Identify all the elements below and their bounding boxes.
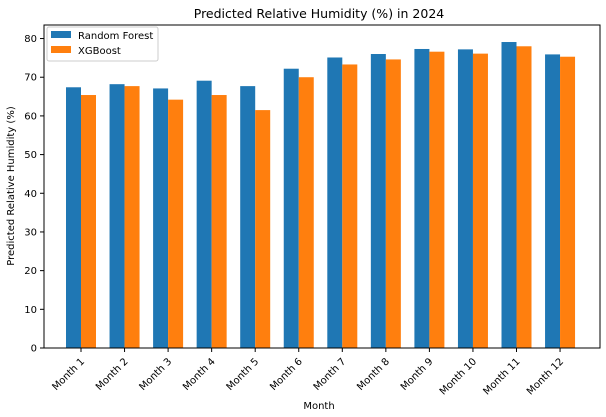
bar-xgboost-month-5 [255, 110, 271, 348]
bar-xgboost-month-2 [124, 86, 140, 349]
bar-xgboost-month-1 [81, 95, 96, 349]
x-tick-label-month-3: Month 3 [138, 356, 175, 393]
plot-frame [43, 24, 601, 349]
y-tick-label: 60 [24, 111, 37, 122]
bar-xgboost-month-7 [342, 64, 358, 349]
y-tick-label: 70 [24, 73, 37, 84]
bar-xgboost-month-8 [385, 59, 401, 349]
chart-title: Predicted Relative Humidity (%) in 2024 [194, 6, 445, 21]
legend-swatch-random-forest [51, 31, 71, 38]
x-tick-label-month-12: Month 12 [525, 356, 566, 397]
bar-xgboost-month-9 [429, 51, 445, 348]
y-tick-label: 80 [24, 34, 37, 45]
bar-random-forest-month-2 [109, 84, 125, 349]
x-tick-label-month-4: Month 4 [181, 356, 218, 393]
x-tick-label-month-7: Month 7 [312, 356, 349, 393]
y-tick-label: 40 [24, 189, 37, 200]
x-tick-label-month-10: Month 10 [438, 356, 479, 397]
x-axis: Month 1 Month 2 Month 3 Month 4 Month 5 Month… [50, 348, 566, 398]
bar-random-forest-month-8 [370, 54, 386, 348]
y-tick-label: 0 [31, 344, 37, 355]
legend-swatch-xgboost [51, 46, 71, 53]
bars [66, 42, 576, 349]
bar-random-forest-month-4 [196, 80, 212, 348]
bar-xgboost-month-10 [472, 53, 488, 348]
bar-xgboost-month-3 [168, 99, 184, 348]
bar-random-forest-month-3 [153, 88, 169, 348]
x-tick-label-month-9: Month 9 [399, 356, 436, 393]
bar-xgboost-month-12 [560, 56, 576, 348]
bar-random-forest-month-7 [327, 57, 343, 349]
bar-random-forest-month-9 [414, 48, 430, 348]
x-tick-label-month-11: Month 11 [481, 356, 522, 397]
x-tick-label-month-1: Month 1 [50, 356, 87, 393]
x-axis-label: Month [303, 401, 334, 412]
legend-label-xgboost: XGBoost [78, 46, 121, 57]
y-axis-label: Predicted Relative Humidity (%) [6, 106, 17, 266]
bar-xgboost-month-6 [298, 77, 314, 348]
x-tick-label-month-8: Month 8 [355, 356, 392, 393]
bar-random-forest-month-11 [501, 42, 517, 349]
bar-random-forest-month-5 [240, 86, 256, 349]
y-tick-label: 30 [24, 227, 37, 238]
x-tick-label-month-6: Month 6 [268, 356, 305, 393]
bar-random-forest-month-12 [545, 54, 561, 349]
bar-xgboost-month-11 [516, 46, 532, 348]
legend-label-random-forest: Random Forest [78, 31, 153, 42]
bar-xgboost-month-4 [211, 95, 227, 349]
x-tick-label-month-5: Month 5 [225, 356, 262, 393]
y-tick-label: 20 [24, 266, 37, 277]
legend-box [46, 26, 159, 62]
x-tick-label-month-2: Month 2 [94, 356, 131, 393]
bar-random-forest-month-10 [457, 49, 473, 349]
bar-random-forest-month-1 [66, 87, 81, 348]
legend: Random Forest XGBoost [46, 26, 159, 62]
y-tick-label: 10 [24, 305, 37, 316]
bar-random-forest-month-6 [283, 68, 299, 349]
y-tick-label: 50 [24, 150, 37, 161]
y-axis: 0 10 20 30 40 50 60 70 80 [24, 34, 44, 355]
